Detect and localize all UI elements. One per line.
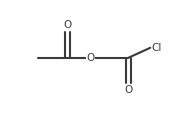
- Text: O: O: [86, 53, 95, 63]
- Text: Cl: Cl: [151, 43, 161, 53]
- Text: O: O: [124, 85, 133, 95]
- Text: O: O: [63, 20, 71, 30]
